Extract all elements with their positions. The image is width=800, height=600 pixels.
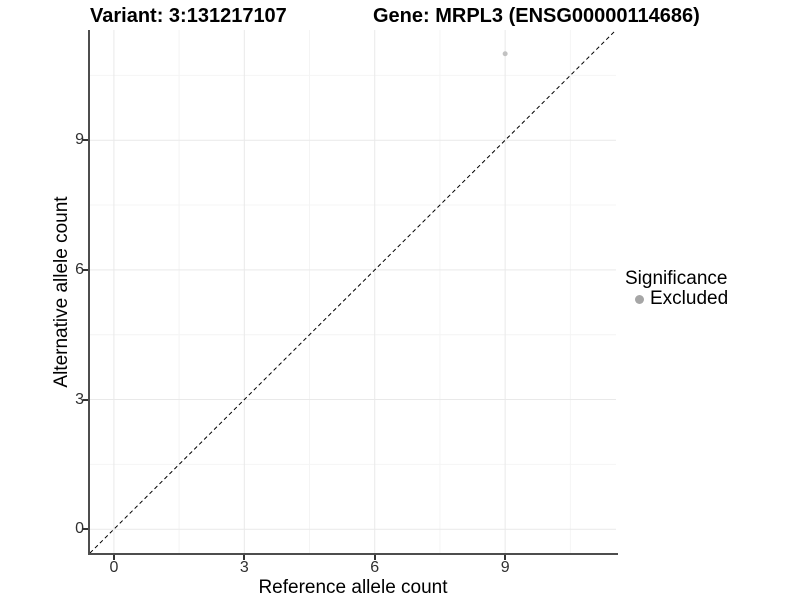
y-tick-mark <box>83 139 88 142</box>
y-axis-line <box>88 30 90 555</box>
x-axis-line <box>88 553 618 555</box>
x-tick-label: 0 <box>109 559 119 576</box>
legend-title: Significance <box>625 268 728 289</box>
excluded-point-icon <box>635 294 644 304</box>
y-axis-title: Alternative allele count <box>51 196 72 388</box>
x-tick-label: 6 <box>370 559 380 576</box>
y-tick-mark <box>83 268 88 271</box>
x-tick-mark <box>373 555 376 560</box>
x-tick-label: 9 <box>500 559 510 576</box>
plot-title-variant: Variant: 3:131217107 <box>90 5 287 27</box>
x-tick-mark <box>112 555 115 560</box>
plot-area-svg <box>90 30 616 553</box>
y-tick-label: 6 <box>75 260 84 278</box>
legend-entry-excluded: Excluded <box>625 288 728 310</box>
data-point <box>502 51 508 57</box>
y-tick-label: 0 <box>75 520 84 538</box>
y-tick-label: 9 <box>75 131 84 149</box>
x-axis-title: Reference allele count <box>258 577 448 598</box>
legend: Significance Excluded <box>625 268 728 310</box>
y-tick-mark <box>83 528 88 531</box>
x-tick-mark <box>243 555 246 560</box>
x-tick-label: 3 <box>239 559 249 576</box>
y-tick-label: 3 <box>75 390 84 408</box>
y-tick-mark <box>83 398 88 401</box>
plot-title-gene: Gene: MRPL3 (ENSG00000114686) <box>373 5 700 27</box>
plot-panel <box>90 30 616 553</box>
identity-dashed-line <box>90 30 616 553</box>
x-tick-mark <box>504 555 507 560</box>
legend-entry-label: Excluded <box>650 288 729 309</box>
